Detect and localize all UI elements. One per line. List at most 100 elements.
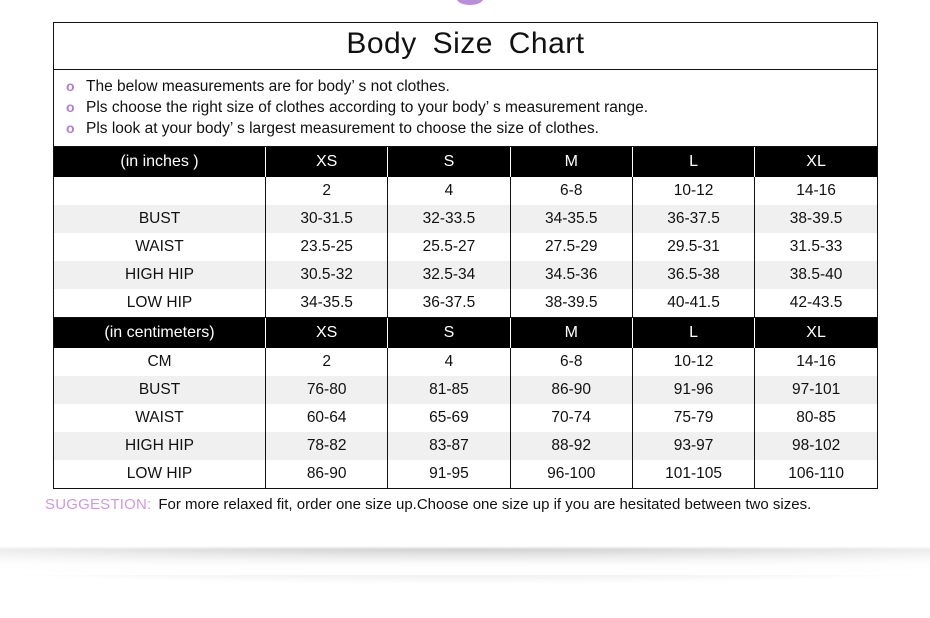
col-header-s: S [387, 146, 511, 177]
chart-title-row: Body Size Chart [54, 23, 877, 70]
inches-header-row: (in inches ) XS S M L XL [54, 146, 877, 177]
page-fold-highlight [0, 545, 930, 575]
cell: 86-90 [509, 375, 633, 404]
cell: 36.5-38 [631, 260, 756, 289]
col-header-l: L [631, 316, 756, 348]
cell: 10-12 [631, 176, 756, 205]
note-item: o Pls look at your body’ s largest measu… [66, 118, 877, 139]
cell: 70-74 [509, 403, 633, 432]
cell: 2 [264, 176, 389, 205]
col-header-m: M [509, 146, 633, 177]
row-label: HIGH HIP [54, 431, 266, 460]
cell: 36-37.5 [387, 288, 511, 317]
cell: 38-39.5 [509, 288, 633, 317]
decorative-top-fragment [457, 0, 483, 5]
row-label: HIGH HIP [54, 260, 266, 289]
suggestion-text: For more relaxed fit, order one size up.… [158, 496, 812, 513]
cm-unit-header: (in centimeters) [54, 316, 266, 348]
cell: 91-96 [631, 375, 756, 404]
measurements-table: (in inches ) XS S M L XL 2 4 6-8 10-12 1… [54, 146, 877, 488]
row-label: LOW HIP [54, 459, 266, 488]
col-header-m: M [509, 316, 633, 348]
row-label [54, 176, 266, 205]
cell: 32.5-34 [387, 260, 511, 289]
cell: 2 [264, 347, 389, 376]
notes-block: o The below measurements are for body’ s… [54, 70, 877, 147]
page-title: Body Size Chart [346, 27, 585, 60]
cell: 27.5-29 [509, 232, 633, 261]
row-label: BUST [54, 375, 266, 404]
note-item: o Pls choose the right size of clothes a… [66, 97, 877, 118]
cell: 88-92 [509, 431, 633, 460]
cell: 60-64 [264, 403, 389, 432]
row-label: WAIST [54, 232, 266, 261]
inches-unit-header: (in inches ) [54, 146, 266, 177]
table-row: WAIST 23.5-25 25.5-27 27.5-29 29.5-31 31… [54, 232, 877, 261]
cell: 80-85 [754, 403, 877, 432]
note-text: Pls look at your body’ s largest measure… [86, 119, 599, 137]
bullet-circle-icon: o [66, 77, 75, 94]
cell: 38-39.5 [754, 204, 877, 233]
cell: 4 [387, 176, 511, 205]
cell: 97-101 [754, 375, 877, 404]
cell: 78-82 [264, 431, 389, 460]
cell: 30-31.5 [264, 204, 389, 233]
col-header-xl: XL [754, 316, 877, 348]
note-item: o The below measurements are for body’ s… [66, 76, 877, 97]
cell: 36-37.5 [631, 204, 756, 233]
cell: 96-100 [509, 459, 633, 488]
cell: 38.5-40 [754, 260, 877, 289]
cell: 34-35.5 [509, 204, 633, 233]
cell: 93-97 [631, 431, 756, 460]
table-row: BUST 30-31.5 32-33.5 34-35.5 36-37.5 38-… [54, 204, 877, 233]
suggestion-label: SUGGESTION: [45, 496, 152, 513]
bullet-circle-icon: o [66, 98, 75, 115]
cell: 14-16 [754, 347, 877, 376]
cell: 86-90 [264, 459, 389, 488]
table-row: BUST 76-80 81-85 86-90 91-96 97-101 [54, 375, 877, 404]
cell: 65-69 [387, 403, 511, 432]
row-label: BUST [54, 204, 266, 233]
cell: 4 [387, 347, 511, 376]
col-header-xs: XS [264, 316, 389, 348]
cell: 23.5-25 [264, 232, 389, 261]
row-label: LOW HIP [54, 288, 266, 317]
cell: 25.5-27 [387, 232, 511, 261]
cell: 76-80 [264, 375, 389, 404]
col-header-s: S [387, 316, 511, 348]
cell: 91-95 [387, 459, 511, 488]
col-header-xs: XS [264, 146, 389, 177]
note-text: The below measurements are for body’ s n… [86, 77, 450, 95]
cell: 32-33.5 [387, 204, 511, 233]
col-header-l: L [631, 146, 756, 177]
table-row: WAIST 60-64 65-69 70-74 75-79 80-85 [54, 403, 877, 432]
cell: 40-41.5 [631, 288, 756, 317]
col-header-xl: XL [754, 146, 877, 177]
cell: 42-43.5 [754, 288, 877, 317]
note-text: Pls choose the right size of clothes acc… [86, 98, 649, 116]
table-row: 2 4 6-8 10-12 14-16 [54, 176, 877, 205]
cell: 34.5-36 [509, 260, 633, 289]
cell: 75-79 [631, 403, 756, 432]
cell: 101-105 [631, 459, 756, 488]
table-row: CM 2 4 6-8 10-12 14-16 [54, 347, 877, 376]
cell: 6-8 [509, 347, 633, 376]
cell: 6-8 [509, 176, 633, 205]
cell: 14-16 [754, 176, 877, 205]
cell: 81-85 [387, 375, 511, 404]
bullet-circle-icon: o [66, 119, 75, 136]
table-row: LOW HIP 86-90 91-95 96-100 101-105 106-1… [54, 459, 877, 488]
cell: 10-12 [631, 347, 756, 376]
table-row: LOW HIP 34-35.5 36-37.5 38-39.5 40-41.5 … [54, 288, 877, 317]
cell: 31.5-33 [754, 232, 877, 261]
cell: 83-87 [387, 431, 511, 460]
cm-header-row: (in centimeters) XS S M L XL [54, 316, 877, 348]
cell: 106-110 [754, 459, 877, 488]
cell: 34-35.5 [264, 288, 389, 317]
cell: 30.5-32 [264, 260, 389, 289]
row-label: CM [54, 347, 266, 376]
table-row: HIGH HIP 30.5-32 32.5-34 34.5-36 36.5-38… [54, 260, 877, 289]
cell: 29.5-31 [631, 232, 756, 261]
body-size-chart: Body Size Chart o The below measurements… [53, 22, 878, 489]
row-label: WAIST [54, 403, 266, 432]
